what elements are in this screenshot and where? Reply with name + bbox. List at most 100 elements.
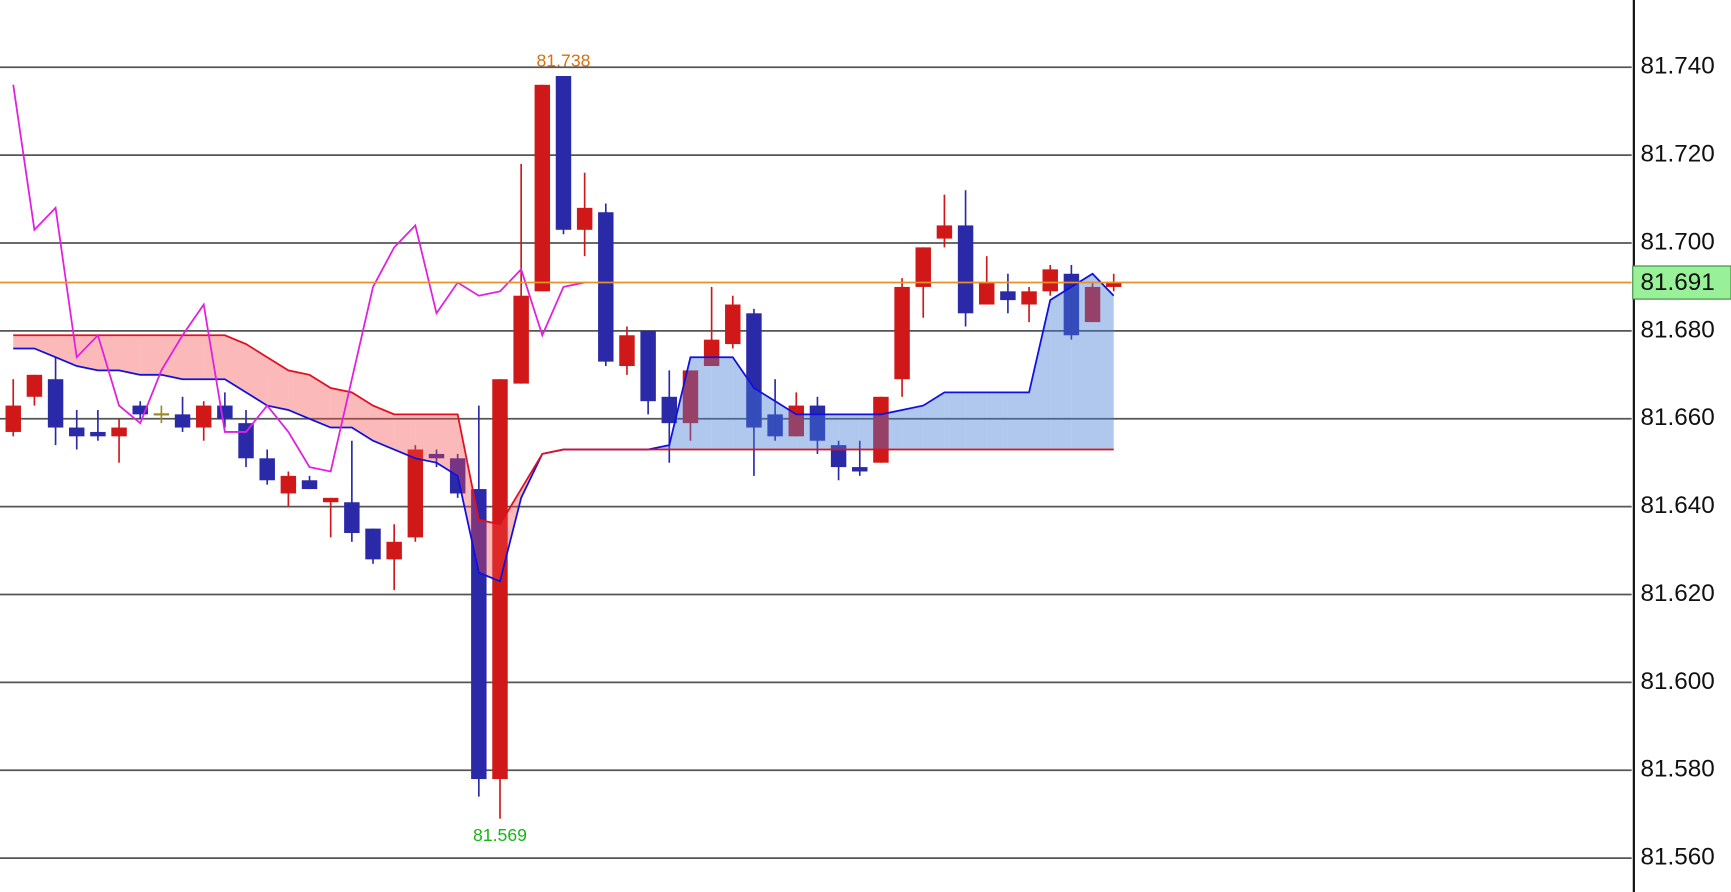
cloud-segment xyxy=(330,387,352,428)
cloud-segment xyxy=(775,401,797,450)
candle-body xyxy=(767,414,783,437)
candle-body xyxy=(217,405,233,419)
cloud-segment xyxy=(880,409,903,450)
candle-body xyxy=(301,480,318,490)
cloud-segment xyxy=(267,357,289,410)
cloud-segment xyxy=(796,414,818,450)
cloud-segment xyxy=(711,357,733,450)
candle-body xyxy=(471,489,487,780)
candle-body xyxy=(640,330,656,402)
candle-body xyxy=(661,396,678,424)
candle-body xyxy=(365,528,381,560)
cloud-segment xyxy=(838,414,860,450)
indicator-line xyxy=(13,334,1114,526)
candle-body xyxy=(26,374,43,397)
y-tick-label: 81.740 xyxy=(1640,53,1714,80)
cloud-segment xyxy=(13,335,35,349)
candle-body xyxy=(259,458,275,481)
overlay: 81.738 81.569 xyxy=(0,50,1632,845)
cloud-segment xyxy=(1007,392,1030,450)
candle-body xyxy=(344,502,360,534)
cloud-segment xyxy=(309,374,331,428)
cloud-segment xyxy=(457,414,479,573)
cloud-segment xyxy=(203,335,225,380)
cloud-segment xyxy=(119,335,141,375)
cloud-segment xyxy=(436,414,458,476)
candle-body xyxy=(386,541,402,560)
cloud-segment xyxy=(859,414,881,450)
cloud-segment xyxy=(394,414,416,459)
candle-body xyxy=(915,247,931,287)
candle-body xyxy=(852,467,868,472)
cloud-segment xyxy=(817,414,839,450)
candle-body xyxy=(428,453,445,459)
candle-body xyxy=(174,414,191,428)
candle-body xyxy=(725,304,741,345)
cloud-segment xyxy=(478,519,500,582)
candle-body xyxy=(703,339,720,367)
cloud-segment xyxy=(1092,273,1114,450)
candle-body xyxy=(1084,286,1101,323)
y-tick-label: 81.660 xyxy=(1640,404,1714,431)
candle-body xyxy=(1105,282,1122,287)
cloud-segment xyxy=(224,335,247,393)
candle-body xyxy=(5,405,21,432)
candle-body xyxy=(1021,291,1037,305)
candle-body xyxy=(936,225,953,239)
candle-body xyxy=(513,295,529,384)
candle-body xyxy=(69,427,85,437)
candle-body xyxy=(682,370,699,424)
cloud-segment xyxy=(373,405,395,450)
candle-body xyxy=(407,449,424,538)
y-tick-label: 81.560 xyxy=(1640,844,1714,871)
candle-body xyxy=(195,405,212,428)
candle-body xyxy=(534,84,551,292)
min-label: 81.569 xyxy=(473,825,527,845)
max-label: 81.738 xyxy=(536,50,590,70)
candle-body xyxy=(894,286,910,380)
cloud-segment xyxy=(97,335,120,371)
cloud-segment xyxy=(161,335,183,380)
y-tick-label: 81.600 xyxy=(1640,668,1714,695)
y-tick-label: 81.620 xyxy=(1640,580,1714,607)
candle-body xyxy=(47,379,64,428)
candle-body xyxy=(322,497,339,503)
candle-body xyxy=(788,405,804,437)
candle-body xyxy=(979,282,995,305)
cloud-segment xyxy=(55,335,77,367)
price-axis: 81.560 81.580 81.600 81.620 81.640 81.660 81.6… xyxy=(1632,53,1731,871)
candle-body xyxy=(132,405,148,415)
candle-body xyxy=(238,423,254,459)
cloud-segment xyxy=(34,335,56,358)
candle-body xyxy=(746,313,762,428)
y-tick-label: 81.640 xyxy=(1640,492,1714,519)
last-price-box xyxy=(1632,265,1731,300)
cloud-segment xyxy=(944,392,966,450)
candle-body xyxy=(90,431,106,437)
cloud-segment xyxy=(1029,300,1051,450)
candle-body xyxy=(598,212,614,362)
y-tick-label: 81.700 xyxy=(1640,228,1714,255)
cloud-segment xyxy=(288,370,310,419)
y-tick-label: 81.720 xyxy=(1640,141,1714,168)
cloud-segment xyxy=(182,335,204,380)
indicator-line xyxy=(12,84,585,473)
candle-body xyxy=(830,445,847,468)
cloud-segment xyxy=(902,405,924,450)
cloud-segment xyxy=(351,392,374,441)
cloud-segment xyxy=(1050,286,1072,450)
cloud-segment xyxy=(140,335,162,375)
cloud-segment xyxy=(986,392,1008,450)
cloud-segment xyxy=(690,357,712,450)
cloud-segment xyxy=(923,392,945,450)
cloud-segment xyxy=(76,335,98,371)
candle-body xyxy=(576,207,593,230)
cloud-segment xyxy=(753,387,776,450)
candle-body xyxy=(957,225,974,314)
cloud-segment xyxy=(965,392,987,450)
last-price-label: 81.691 xyxy=(1640,269,1714,296)
y-tick-label: 81.580 xyxy=(1640,756,1714,783)
